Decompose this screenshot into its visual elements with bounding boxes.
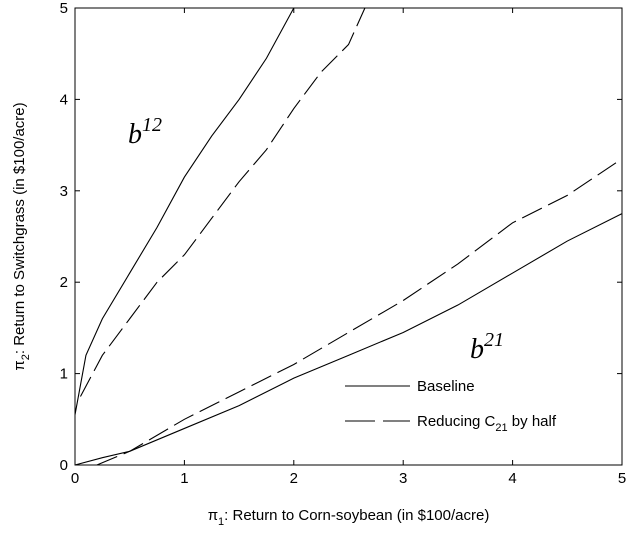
y-axis-label: π2: Return to Switchgrass (in $100/acre) [11, 102, 32, 370]
text-part: b [470, 334, 484, 365]
y-tick-label: 1 [60, 366, 68, 383]
plot-frame [74, 7, 623, 466]
text-part: Baseline [417, 378, 475, 395]
x-tick-label: 0 [71, 470, 79, 487]
text-part: : Return to Switchgrass (in $100/acre) [11, 102, 28, 354]
data-line [74, 213, 623, 466]
x-axis-label: π1: Return to Corn-soybean (in $100/acre… [208, 507, 490, 528]
x-tick-label: 1 [180, 470, 188, 487]
x-tick-label: 4 [508, 470, 516, 487]
annotation: b12 [128, 114, 162, 150]
text-part: π [208, 507, 218, 524]
text-part: Reducing C [417, 413, 496, 430]
data-line [79, 7, 366, 397]
legend-label: Reducing C21 by half [417, 413, 557, 434]
subscript: 2 [20, 354, 32, 360]
text-part: b [128, 119, 142, 150]
text-part: π [11, 360, 28, 370]
x-tick-label: 2 [290, 470, 298, 487]
x-tick-label: 3 [399, 470, 407, 487]
x-tick-label: 5 [618, 470, 626, 487]
superscript: 21 [484, 329, 504, 351]
superscript: 12 [142, 114, 162, 136]
text-part: by half [508, 413, 557, 430]
data-line [74, 7, 295, 415]
data-line [96, 158, 623, 466]
legend-label: Baseline [417, 378, 475, 395]
y-tick-label: 3 [60, 183, 68, 200]
subscript: 21 [495, 422, 507, 434]
y-tick-label: 0 [60, 457, 68, 474]
text-part: : Return to Corn-soybean (in $100/acre) [224, 507, 489, 524]
annotation: b21 [470, 329, 504, 365]
subscript: 1 [218, 516, 224, 528]
y-tick-label: 2 [60, 274, 68, 291]
y-tick-label: 5 [60, 0, 68, 17]
y-tick-label: 4 [60, 91, 68, 108]
